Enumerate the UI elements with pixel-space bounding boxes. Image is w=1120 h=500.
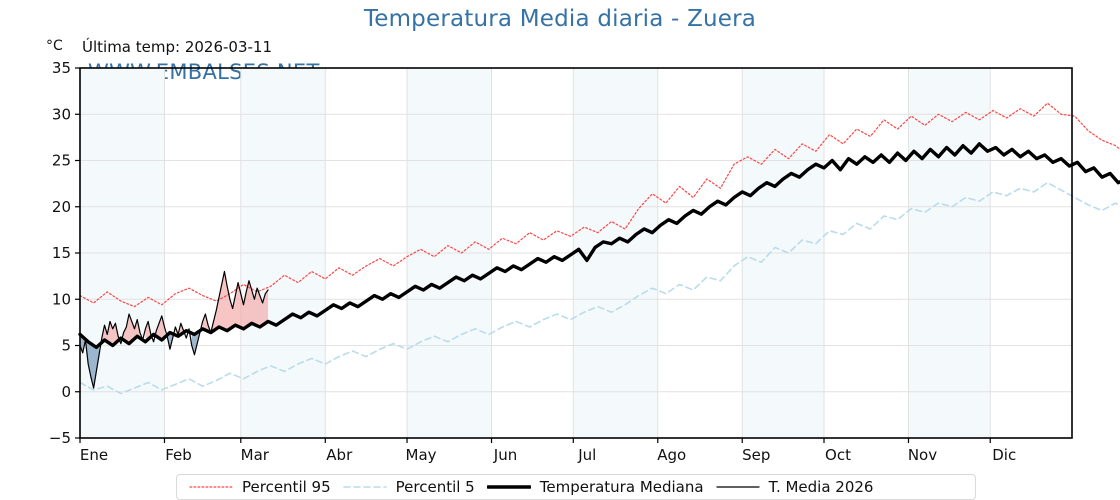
legend-item-percentil-95[interactable]: Percentil 95 xyxy=(177,475,331,499)
legend-item-temperatura-mediana[interactable]: Temperatura Mediana xyxy=(475,475,704,499)
svg-text:10: 10 xyxy=(52,290,71,308)
svg-text:Mar: Mar xyxy=(241,446,270,464)
svg-text:0: 0 xyxy=(61,383,71,401)
y-axis-unit-label: °C xyxy=(46,38,63,54)
legend-label: Percentil 95 xyxy=(242,478,331,496)
page-title: Temperatura Media diaria - Zuera xyxy=(363,6,757,32)
series-lines xyxy=(78,102,1120,395)
svg-text:Jun: Jun xyxy=(493,446,517,464)
svg-text:Jul: Jul xyxy=(577,446,596,464)
svg-text:5: 5 xyxy=(61,337,71,355)
svg-text:20: 20 xyxy=(52,198,71,216)
svg-text:30: 30 xyxy=(52,105,71,123)
svg-text:15: 15 xyxy=(52,244,71,262)
svg-text:Sep: Sep xyxy=(742,446,770,464)
svg-text:Ago: Ago xyxy=(657,446,686,464)
tick-labels: −5 0 5 10 15 20 25 30 35 Ene Feb Mar Abr May Jun Jul Ago… xyxy=(49,59,1016,464)
legend-label: T. Media 2026 xyxy=(768,478,874,496)
legend-label: Percentil 5 xyxy=(395,478,475,496)
legend-item-percentil-5[interactable]: Percentil 5 xyxy=(331,475,475,499)
last-temp-label: Última temp: 2026-03-11 xyxy=(82,38,273,56)
chart-legend: Percentil 95 Percentil 5 Temperatura Media… xyxy=(176,474,976,500)
line-sample-icon xyxy=(486,480,531,494)
line-sample-icon xyxy=(715,480,760,494)
svg-text:Ene: Ene xyxy=(80,446,108,464)
svg-text:May: May xyxy=(406,446,437,464)
svg-text:25: 25 xyxy=(52,152,71,170)
svg-text:−5: −5 xyxy=(49,429,71,447)
svg-text:Dic: Dic xyxy=(992,446,1016,464)
svg-text:Oct: Oct xyxy=(825,446,851,464)
svg-text:Feb: Feb xyxy=(165,446,192,464)
svg-text:Nov: Nov xyxy=(908,446,937,464)
svg-text:35: 35 xyxy=(52,59,71,77)
svg-text:Abr: Abr xyxy=(326,446,353,464)
legend-item-t-media-2026[interactable]: T. Media 2026 xyxy=(704,475,874,499)
line-sample-icon xyxy=(342,480,387,494)
line-sample-icon xyxy=(189,480,233,494)
legend-label: Temperatura Mediana xyxy=(539,478,704,496)
